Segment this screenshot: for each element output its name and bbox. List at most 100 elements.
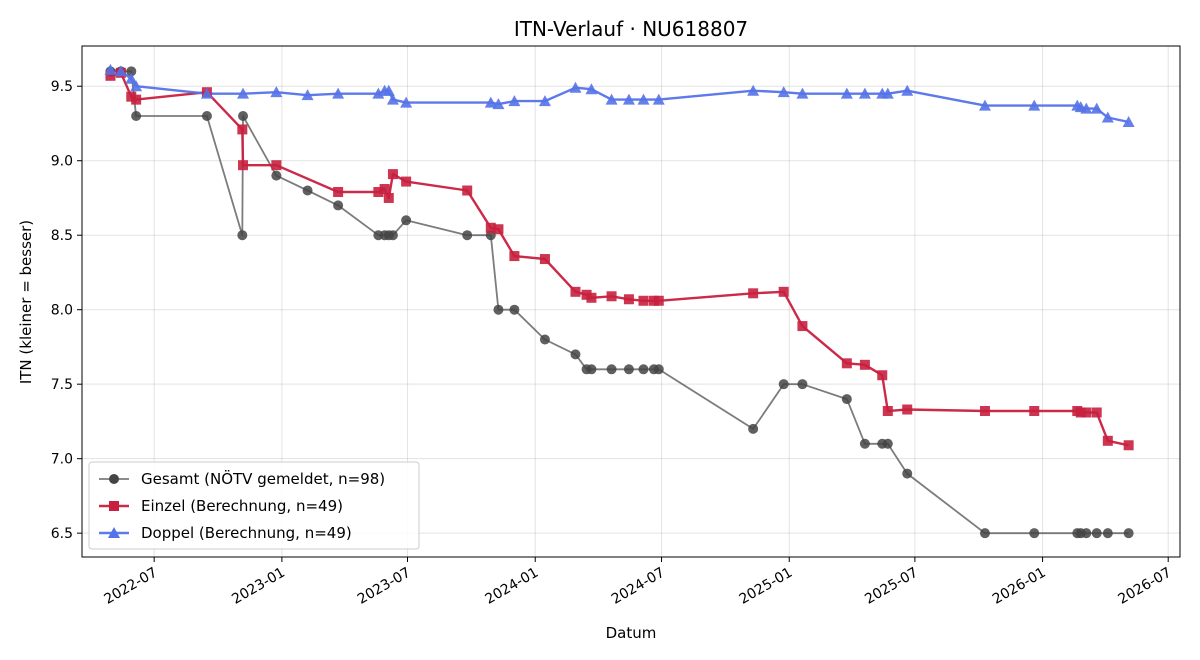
legend-swatch-marker [109, 501, 119, 511]
data-point-triangle [492, 98, 505, 110]
data-point-triangle [978, 99, 991, 111]
legend-entry: Einzel (Berechnung, n=49) [141, 497, 343, 515]
data-point-triangle [237, 87, 250, 99]
data-point-triangle [585, 83, 598, 95]
data-point-circle [237, 230, 248, 241]
data-point-circle [1081, 528, 1092, 539]
data-point-triangle [382, 84, 395, 96]
data-point-square [485, 222, 496, 233]
x-tick-label: 2025-01 [737, 565, 796, 608]
data-point-triangle [270, 86, 283, 98]
data-point-triangle [125, 72, 138, 84]
data-point-square [882, 406, 893, 416]
data-point-circle [1029, 528, 1040, 539]
y-tick-label: 9.5 [51, 79, 73, 95]
data-point-circle [797, 379, 808, 390]
data-point-square [778, 286, 789, 297]
y-tick-label: 7.5 [51, 377, 73, 393]
data-point-circle [131, 111, 142, 122]
data-point-square [1091, 407, 1102, 418]
data-point-triangle [484, 96, 497, 108]
data-point-circle [401, 215, 412, 226]
x-tick-label: 2024-07 [609, 565, 668, 608]
data-point-square [238, 160, 249, 171]
data-point-triangle [372, 87, 385, 99]
data-point-circle [1123, 528, 1134, 539]
data-point-square [902, 404, 913, 415]
data-point-triangle [858, 87, 871, 99]
data-point-square [1081, 407, 1092, 418]
legend-swatch-marker [109, 474, 119, 484]
data-point-circle [606, 364, 617, 375]
data-point-square [1102, 435, 1113, 446]
data-point-square [606, 291, 617, 302]
data-point-triangle [508, 95, 521, 107]
data-point-triangle [1028, 99, 1041, 111]
data-point-square [401, 176, 412, 187]
data-point-triangle [538, 95, 551, 107]
data-point-triangle [130, 80, 143, 92]
legend-entry: Gesamt (NÖTV gemeldet, n=98) [141, 469, 385, 488]
data-point-square [1123, 440, 1134, 451]
y-axis-label: ITN (kleiner = besser) [17, 220, 35, 384]
data-point-circle [539, 334, 550, 345]
series-line-triangle [110, 68, 1129, 124]
y-tick-label: 9.0 [51, 154, 73, 170]
data-point-circle [859, 438, 870, 449]
data-point-circle [302, 185, 313, 196]
data-point-square [131, 94, 142, 105]
data-point-circle [493, 304, 504, 315]
x-tick-label: 2026-01 [990, 565, 1049, 608]
data-point-circle [387, 230, 398, 241]
y-axis-ticks: 6.5 7.0 7.5 8.0 8.5 9.0 9.5 [51, 79, 82, 542]
data-point-circle [271, 170, 282, 181]
data-point-square [333, 187, 344, 197]
data-point-circle [902, 468, 913, 479]
data-point-square [797, 321, 808, 332]
legend-entry: Doppel (Berechnung, n=49) [141, 524, 352, 542]
data-point-triangle [1090, 102, 1103, 114]
legend-swatch-marker [108, 527, 120, 538]
data-point-circle [638, 364, 649, 375]
data-point-circle [841, 394, 852, 405]
data-point-triangle [777, 86, 790, 98]
data-point-square [237, 124, 248, 135]
x-tick-label: 2025-07 [862, 565, 921, 608]
data-point-circle [201, 111, 212, 122]
data-point-triangle [301, 89, 314, 101]
data-point-triangle [796, 87, 809, 99]
data-point-triangle [386, 93, 399, 105]
data-point-circle [333, 200, 344, 211]
data-point-square [586, 292, 597, 303]
legend-box [88, 461, 420, 550]
data-point-square [1075, 407, 1086, 418]
data-point-circle [623, 364, 634, 375]
data-point-square [570, 286, 581, 297]
data-point-triangle [622, 93, 635, 105]
data-point-triangle [104, 63, 117, 75]
data-point-circle [979, 528, 990, 539]
data-point-triangle [114, 65, 127, 77]
data-point-triangle [840, 87, 853, 99]
data-point-triangle [637, 93, 650, 105]
data-point-circle [1102, 528, 1113, 539]
series-markers [104, 63, 1135, 539]
data-point-triangle [332, 87, 345, 99]
data-point-triangle [901, 84, 914, 96]
data-point-circle [238, 111, 249, 122]
data-point-triangle [1080, 102, 1093, 114]
data-point-circle [586, 364, 597, 375]
data-point-circle [509, 304, 520, 315]
data-point-triangle [400, 96, 413, 108]
data-point-square [623, 294, 634, 305]
data-point-triangle [1122, 115, 1135, 127]
data-point-triangle [200, 87, 213, 99]
series-line-square [110, 71, 1129, 447]
data-point-circle [748, 423, 759, 434]
data-point-square [509, 251, 520, 262]
data-point-circle [462, 230, 473, 241]
data-point-triangle [747, 84, 760, 96]
x-tick-label: 2024-01 [483, 565, 542, 608]
y-tick-label: 7.0 [51, 452, 73, 468]
